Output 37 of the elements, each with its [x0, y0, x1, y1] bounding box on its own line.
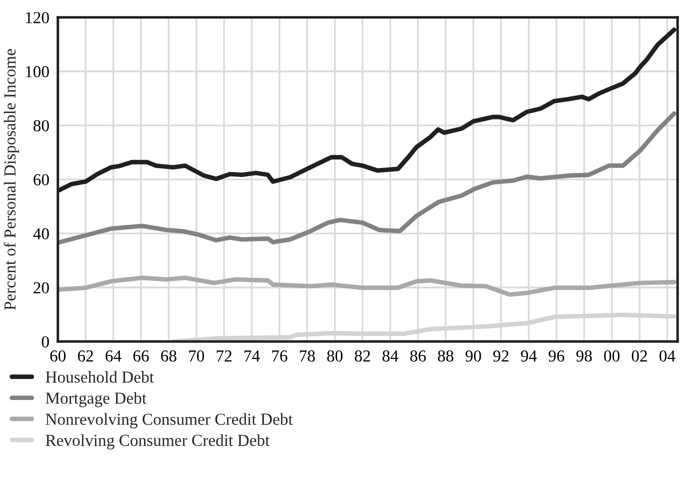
- x-tick-label: 76: [272, 350, 288, 362]
- x-tick-label: 70: [189, 350, 204, 362]
- legend-label: Mortgage Debt: [46, 392, 146, 408]
- x-tick-label: 62: [78, 350, 93, 362]
- x-tick-label: 66: [133, 350, 149, 362]
- x-tick-label: 00: [604, 350, 620, 362]
- x-tick-label: 86: [410, 350, 426, 362]
- x-tick-label: 92: [493, 350, 508, 362]
- x-tick-label: 78: [300, 350, 315, 362]
- x-tick-label: 60: [50, 350, 66, 362]
- x-tick-label: 90: [466, 350, 482, 362]
- legend-label: Nonrevolving Consumer Credit Debt: [46, 413, 293, 428]
- x-tick-label: 80: [327, 350, 343, 362]
- x-tick-label: 98: [576, 350, 592, 362]
- line-series: [58, 276, 676, 297]
- x-tick-label: 68: [161, 350, 176, 362]
- y-tick-label: 40: [33, 228, 49, 240]
- y-tick-label: 80: [34, 120, 49, 132]
- legend-label: Revolving Consumer Credit Debt: [46, 434, 270, 450]
- line-series: [58, 111, 676, 245]
- x-tick-label: 64: [106, 350, 122, 362]
- x-tick-label: 82: [354, 350, 370, 362]
- y-tick-label: 60: [34, 174, 49, 186]
- y-axis-title: Percent of Personal Disposable Income: [4, 49, 19, 310]
- legend-label: Household Debt: [46, 371, 154, 383]
- y-tick-label: 100: [26, 66, 49, 78]
- y-tick-label: 120: [26, 12, 49, 24]
- y-tick-label: 0: [42, 336, 49, 348]
- y-tick-label: 20: [34, 282, 49, 294]
- x-tick-label: 94: [520, 350, 537, 362]
- x-tick-label: 02: [632, 350, 647, 362]
- x-tick-label: 88: [438, 350, 454, 362]
- x-tick-label: 72: [216, 350, 232, 362]
- x-tick-label: 04: [660, 350, 676, 362]
- x-tick-label: 74: [244, 350, 260, 362]
- x-tick-label: 96: [548, 350, 564, 362]
- x-tick-label: 84: [382, 350, 398, 362]
